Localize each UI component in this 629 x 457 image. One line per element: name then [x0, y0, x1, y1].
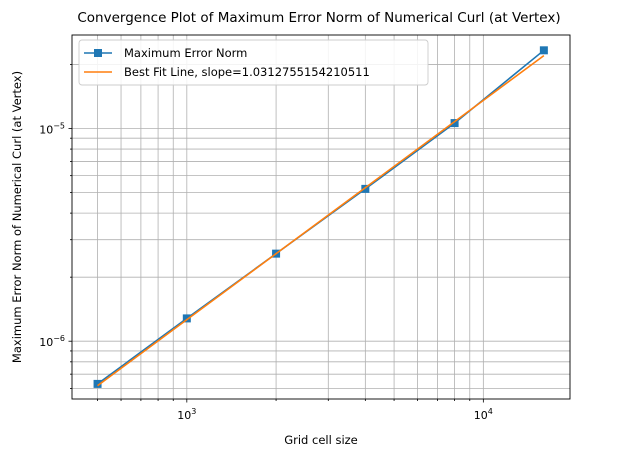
legend: Maximum Error Norm Best Fit Line, slope=1…	[78, 39, 429, 86]
x-axis-label: Grid cell size	[284, 433, 358, 447]
series-layer	[93, 46, 548, 388]
x-tick-label: 103	[177, 407, 196, 422]
error-norm-line	[97, 49, 545, 385]
x-tick-label: 104	[474, 407, 493, 422]
grid-lines	[72, 35, 570, 399]
error-norm-marker	[361, 184, 370, 193]
y-tick-label: 10−6	[39, 334, 65, 349]
legend-box	[78, 39, 429, 86]
y-axis-label: Maximum Error Norm of Numerical Curl (at…	[10, 71, 24, 363]
error-norm-marker	[93, 379, 102, 388]
legend-label-error-norm: Maximum Error Norm	[124, 46, 247, 60]
plot-frame	[71, 34, 571, 400]
error-norm-marker	[182, 314, 191, 323]
axis-ticks: 103 104 10−6 10−5	[39, 64, 493, 422]
legend-marker-square	[94, 49, 102, 57]
error-norm-marker	[539, 46, 548, 55]
error-norm-marker	[450, 119, 459, 128]
chart-title: Convergence Plot of Maximum Error Norm o…	[77, 10, 560, 26]
legend-label-best-fit: Best Fit Line, slope=1.0312755154210511	[124, 65, 370, 79]
y-tick-label: 10−5	[39, 121, 65, 136]
best-fit-line	[97, 54, 545, 387]
